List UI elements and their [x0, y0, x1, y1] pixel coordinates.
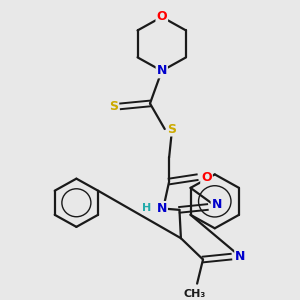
Text: N: N [212, 198, 222, 211]
Text: N: N [157, 64, 167, 77]
Text: O: O [157, 11, 167, 23]
Text: S: S [109, 100, 118, 113]
Text: CH₃: CH₃ [183, 289, 205, 298]
Text: H: H [142, 203, 152, 213]
Text: N: N [157, 202, 167, 215]
Text: O: O [201, 171, 212, 184]
Text: N: N [235, 250, 246, 263]
Text: S: S [168, 122, 177, 136]
